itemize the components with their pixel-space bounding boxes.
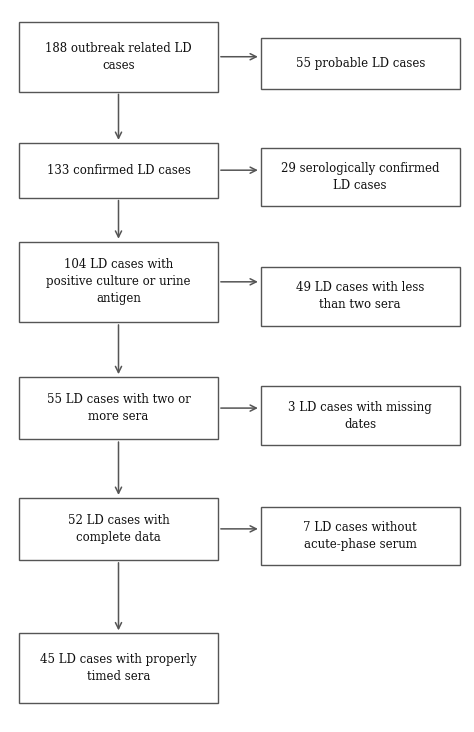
- Text: 104 LD cases with
positive culture or urine
antigen: 104 LD cases with positive culture or ur…: [46, 258, 191, 305]
- FancyBboxPatch shape: [19, 143, 218, 198]
- FancyBboxPatch shape: [261, 267, 460, 326]
- FancyBboxPatch shape: [19, 242, 218, 322]
- FancyBboxPatch shape: [261, 38, 460, 89]
- FancyBboxPatch shape: [19, 377, 218, 439]
- Text: 45 LD cases with properly
timed sera: 45 LD cases with properly timed sera: [40, 653, 197, 683]
- Text: 7 LD cases without
acute-phase serum: 7 LD cases without acute-phase serum: [303, 521, 417, 550]
- Text: 3 LD cases with missing
dates: 3 LD cases with missing dates: [288, 401, 432, 430]
- Text: 29 serologically confirmed
LD cases: 29 serologically confirmed LD cases: [281, 163, 439, 192]
- Text: 49 LD cases with less
than two sera: 49 LD cases with less than two sera: [296, 282, 424, 311]
- FancyBboxPatch shape: [19, 633, 218, 703]
- Text: 55 probable LD cases: 55 probable LD cases: [296, 57, 425, 70]
- FancyBboxPatch shape: [261, 507, 460, 565]
- FancyBboxPatch shape: [261, 386, 460, 445]
- FancyBboxPatch shape: [19, 22, 218, 92]
- FancyBboxPatch shape: [19, 498, 218, 560]
- Text: 55 LD cases with two or
more sera: 55 LD cases with two or more sera: [46, 393, 191, 423]
- Text: 188 outbreak related LD
cases: 188 outbreak related LD cases: [45, 42, 192, 72]
- Text: 133 confirmed LD cases: 133 confirmed LD cases: [46, 164, 191, 176]
- Text: 52 LD cases with
complete data: 52 LD cases with complete data: [68, 514, 169, 544]
- FancyBboxPatch shape: [261, 148, 460, 206]
